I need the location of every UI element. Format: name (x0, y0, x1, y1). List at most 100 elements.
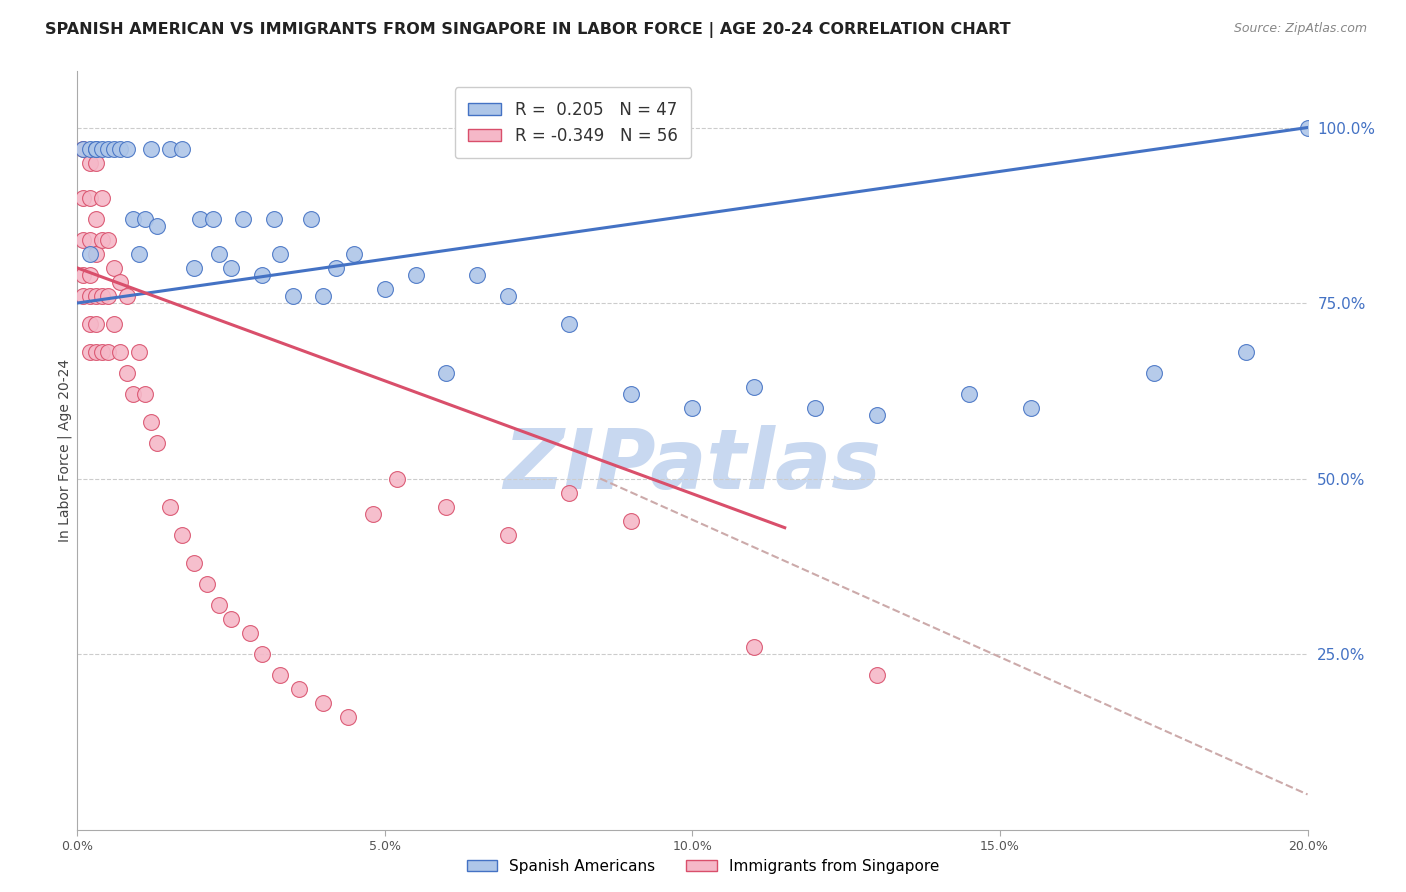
Point (110, 275, 132, 289)
Point (115, 366, 138, 380)
Point (239, 626, 262, 640)
Point (141, 416, 163, 430)
Point (804, 401, 827, 416)
Point (385, 471, 409, 485)
Point (250, 647, 273, 661)
Point (361, 507, 384, 521)
Point (103, 142, 125, 156)
Point (128, 345, 150, 359)
Point (90, 289, 114, 303)
Point (90, 233, 114, 247)
Point (957, 387, 980, 401)
Point (79, 268, 101, 282)
Point (79, 345, 101, 359)
Point (159, 500, 181, 514)
Point (72, 142, 94, 156)
Point (79, 289, 101, 303)
Point (115, 142, 138, 156)
Text: Source: ZipAtlas.com: Source: ZipAtlas.com (1233, 22, 1367, 36)
Point (620, 514, 643, 528)
Point (219, 260, 242, 275)
Text: ZIPatlas: ZIPatlas (503, 425, 882, 506)
Point (115, 289, 138, 303)
Point (170, 527, 193, 541)
Point (128, 247, 150, 261)
Point (620, 387, 643, 401)
Point (79, 233, 101, 247)
Point (159, 142, 181, 156)
Y-axis label: In Labor Force | Age 20-24: In Labor Force | Age 20-24 (58, 359, 72, 542)
Point (281, 289, 304, 303)
Point (121, 387, 143, 401)
Point (250, 268, 273, 282)
Point (90, 191, 114, 205)
Legend: R =  0.205   N = 47, R = -0.349   N = 56: R = 0.205 N = 47, R = -0.349 N = 56 (454, 87, 690, 158)
Point (72, 233, 94, 247)
Point (183, 556, 205, 570)
Point (496, 527, 519, 541)
Point (90, 345, 114, 359)
Point (110, 345, 132, 359)
Point (436, 366, 458, 380)
Point (496, 289, 519, 303)
Point (84, 317, 107, 331)
Point (79, 142, 101, 156)
Point (269, 247, 291, 261)
Point (79, 317, 101, 331)
Point (312, 289, 335, 303)
Point (188, 211, 212, 226)
Point (201, 211, 224, 226)
Point (84, 289, 107, 303)
Point (312, 696, 335, 710)
Point (84, 345, 107, 359)
Point (72, 142, 94, 156)
Legend: Spanish Americans, Immigrants from Singapore: Spanish Americans, Immigrants from Singa… (461, 853, 945, 880)
Point (84, 247, 107, 261)
Point (742, 380, 765, 394)
Point (1143, 366, 1166, 380)
Point (343, 247, 366, 261)
Point (195, 577, 218, 591)
Point (72, 289, 94, 303)
Point (90, 142, 114, 156)
Point (374, 282, 396, 296)
Point (141, 142, 163, 156)
Point (208, 598, 231, 612)
Point (146, 436, 169, 450)
Point (558, 485, 581, 500)
Point (84, 142, 107, 156)
Point (866, 409, 889, 423)
Point (110, 142, 132, 156)
Point (146, 219, 169, 233)
Point (1296, 120, 1319, 135)
Point (269, 668, 291, 682)
Point (134, 387, 156, 401)
Point (97, 345, 120, 359)
Point (84, 211, 107, 226)
Point (208, 247, 231, 261)
Point (79, 247, 101, 261)
Text: SPANISH AMERICAN VS IMMIGRANTS FROM SINGAPORE IN LABOR FORCE | AGE 20-24 CORRELA: SPANISH AMERICAN VS IMMIGRANTS FROM SING… (45, 22, 1011, 38)
Point (325, 260, 347, 275)
Point (72, 268, 94, 282)
Point (79, 155, 101, 169)
Point (79, 191, 101, 205)
Point (219, 612, 242, 626)
Point (263, 211, 285, 226)
Point (97, 289, 120, 303)
Point (405, 268, 427, 282)
Point (436, 500, 458, 514)
Point (1019, 401, 1042, 416)
Point (134, 211, 156, 226)
Point (337, 710, 360, 724)
Point (465, 268, 488, 282)
Point (183, 260, 205, 275)
Point (299, 211, 322, 226)
Point (170, 142, 193, 156)
Point (558, 317, 581, 331)
Point (84, 155, 107, 169)
Point (121, 211, 143, 226)
Point (232, 211, 254, 226)
Point (84, 142, 107, 156)
Point (288, 682, 311, 697)
